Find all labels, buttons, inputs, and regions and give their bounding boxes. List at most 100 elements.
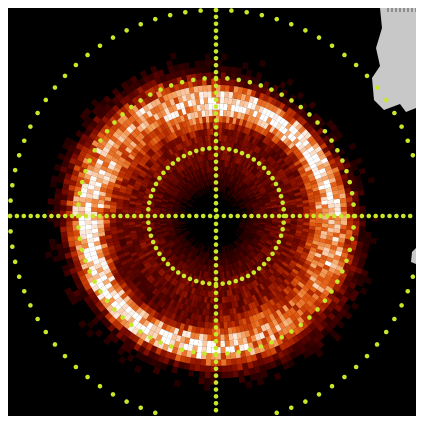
intensity-cell <box>249 251 256 258</box>
intensity-cell <box>304 318 313 327</box>
intensity-cell <box>262 295 269 303</box>
middle-circle-dot <box>225 76 230 81</box>
crosshair-dot <box>213 56 219 61</box>
intensity-cell <box>250 103 257 111</box>
intensity-cell <box>103 208 111 213</box>
intensity-cell <box>176 231 183 236</box>
intensity-cell <box>190 92 196 100</box>
intensity-cell <box>91 284 100 293</box>
intensity-cell <box>78 319 87 329</box>
intensity-cell <box>160 184 168 190</box>
intensity-cell <box>260 236 268 241</box>
intensity-cell <box>241 87 248 95</box>
intensity-cell <box>223 246 227 253</box>
intensity-cell <box>138 107 147 115</box>
intensity-cell <box>156 118 163 126</box>
intensity-cell <box>142 248 150 255</box>
intensity-cell <box>100 274 108 282</box>
intensity-cell <box>205 271 209 278</box>
intensity-cell <box>128 308 136 317</box>
crosshair-dot <box>213 152 219 158</box>
intensity-cell <box>343 182 351 189</box>
intensity-cell <box>252 188 259 193</box>
intensity-cell <box>233 193 239 199</box>
intensity-cell <box>283 246 291 252</box>
intensity-cell <box>280 290 288 298</box>
intensity-cell <box>157 69 165 77</box>
intensity-cell <box>235 99 241 106</box>
intensity-cell <box>181 120 188 128</box>
intensity-cell <box>248 129 255 137</box>
intensity-cell <box>283 225 291 230</box>
intensity-cell <box>197 129 202 137</box>
intensity-cell <box>176 116 182 124</box>
inner-circle-dot <box>165 261 171 267</box>
intensity-cell <box>94 328 104 338</box>
intensity-cell <box>332 316 341 325</box>
intensity-cell <box>44 251 53 259</box>
intensity-cell <box>235 247 241 254</box>
intensity-cell <box>190 112 196 119</box>
middle-circle-dot <box>138 98 143 103</box>
intensity-cell <box>162 280 169 287</box>
intensity-cell <box>256 284 263 292</box>
intensity-cell <box>105 238 113 244</box>
intensity-cell <box>280 237 288 242</box>
intensity-cell <box>250 151 256 158</box>
intensity-cell <box>188 363 196 371</box>
crosshair-dot <box>213 242 219 247</box>
crosshair-dot <box>269 213 275 219</box>
intensity-cell <box>172 64 180 72</box>
intensity-cell <box>279 81 287 90</box>
intensity-cell <box>141 146 149 154</box>
middle-circle-dot <box>92 279 97 284</box>
intensity-cell <box>144 153 151 160</box>
intensity-cell <box>311 153 319 160</box>
intensity-cell <box>307 253 315 260</box>
outer-circle-dot <box>28 124 33 129</box>
intensity-cell <box>269 283 277 290</box>
intensity-cell <box>268 194 276 199</box>
intensity-cell <box>300 193 308 198</box>
intensity-cell <box>221 359 227 366</box>
crosshair-dot <box>213 269 219 275</box>
middle-circle-dot <box>329 289 334 294</box>
intensity-cell <box>180 246 186 252</box>
intensity-cell <box>166 250 173 257</box>
intensity-cell <box>200 264 204 271</box>
intensity-cell <box>189 67 196 75</box>
intensity-cell <box>80 187 88 194</box>
crosshair-dot <box>159 213 165 219</box>
intensity-cell <box>264 228 271 232</box>
inner-circle-dot <box>266 256 271 262</box>
middle-circle-dot <box>335 279 340 284</box>
intensity-cell <box>101 308 110 317</box>
intensity-cell <box>104 142 113 150</box>
intensity-cell <box>242 160 248 168</box>
intensity-cell <box>320 328 329 337</box>
middle-circle-dot <box>315 307 320 312</box>
intensity-cell <box>260 158 267 165</box>
intensity-cell <box>263 244 271 250</box>
intensity-cell <box>179 69 187 77</box>
intensity-cell <box>314 252 322 259</box>
intensity-cell <box>248 142 255 150</box>
intensity-cell <box>230 282 235 290</box>
intensity-cell <box>240 192 247 198</box>
intensity-cell <box>139 285 147 293</box>
intensity-cell <box>136 177 143 183</box>
intensity-cell <box>266 328 274 336</box>
intensity-cell <box>188 118 194 126</box>
intensity-cell <box>206 265 210 272</box>
intensity-cell <box>308 128 317 136</box>
intensity-cell <box>234 185 240 192</box>
intensity-cell <box>195 249 200 256</box>
intensity-cell <box>69 179 77 187</box>
intensity-cell <box>113 272 121 279</box>
intensity-cell <box>344 187 352 194</box>
intensity-cell <box>252 340 259 349</box>
intensity-cell <box>195 169 200 177</box>
intensity-cell <box>189 165 195 172</box>
intensity-cell <box>236 357 243 365</box>
intensity-cell <box>199 97 205 105</box>
